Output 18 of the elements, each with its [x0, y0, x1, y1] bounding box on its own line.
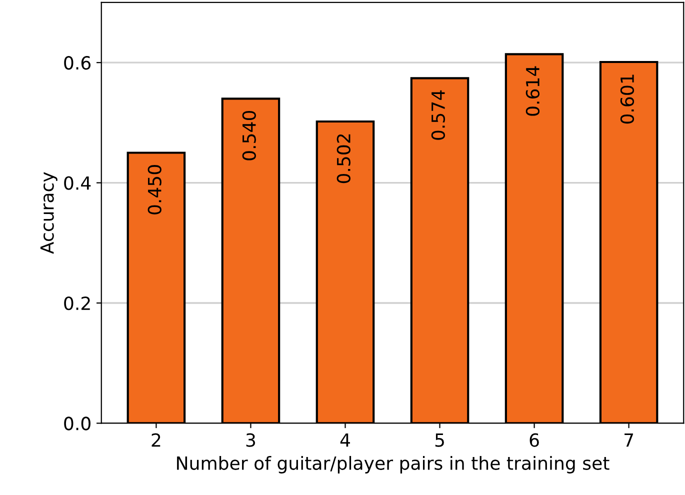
data-label: 0.574 — [431, 90, 446, 140]
y-tick-label: 0.6 — [64, 56, 91, 70]
x-tick-label: 4 — [340, 434, 350, 447]
y-tick-label: 0.0 — [64, 416, 90, 430]
y-axis-title: Accuracy — [40, 172, 58, 254]
data-label: 0.502 — [336, 134, 350, 184]
data-label: 0.614 — [526, 66, 540, 116]
x-tick-label: 3 — [246, 433, 256, 447]
y-tick-label: 0.2 — [64, 296, 90, 310]
data-label: 0.540 — [242, 110, 256, 160]
x-tick-label: 7 — [624, 434, 634, 447]
data-label: 0.450 — [148, 165, 162, 214]
data-label: 0.601 — [620, 74, 634, 124]
x-tick-label: 5 — [435, 434, 444, 447]
x-tick-label: 2 — [152, 433, 160, 447]
x-tick-label: 6 — [530, 433, 539, 447]
x-axis-title: Number of guitar/player pairs in the training set — [177, 456, 610, 474]
y-tick-label: 0.4 — [64, 176, 91, 190]
